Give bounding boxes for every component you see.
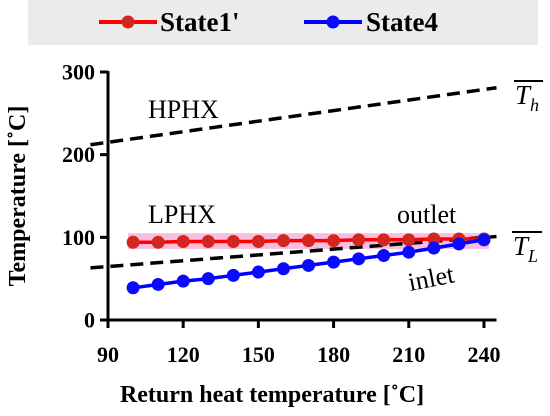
end-label-tl-sub: L (527, 246, 538, 266)
x-tick-label: 150 (242, 342, 275, 367)
state1-point (327, 234, 341, 248)
end-label-tl-base: T (513, 231, 530, 261)
reference-line-hphx (90, 85, 497, 147)
state1-point (402, 233, 416, 247)
state1-point (151, 235, 165, 249)
state4-point (251, 265, 265, 279)
state1-point (251, 234, 265, 248)
hphx-label: HPHX (148, 95, 219, 124)
outlet-annotation: outlet (397, 200, 457, 229)
state1-point (176, 234, 190, 248)
x-tick-label: 90 (97, 342, 119, 367)
state1-point (226, 234, 240, 248)
x-tick-label: 120 (167, 342, 200, 367)
end-label-th: Th (514, 80, 543, 115)
end-label-th-sub: h (530, 95, 539, 115)
x-axis-title: Return heat temperature [˚C] (120, 382, 424, 408)
state4-point (151, 277, 165, 291)
series-state4 (126, 233, 491, 295)
end-label-tl: TL (512, 231, 542, 266)
y-tick-label: 200 (62, 142, 95, 167)
state4-point (377, 249, 391, 263)
reference-lines (90, 85, 497, 270)
state4-point (226, 268, 240, 282)
legend-marker-state1 (121, 15, 135, 29)
end-label-tl-text: TL (513, 231, 538, 266)
inlet-annotation: inlet (406, 259, 458, 296)
state1-point (126, 235, 140, 249)
x-tick-label: 180 (317, 342, 350, 367)
end-label-th-text: Th (515, 80, 539, 115)
y-tick-label: 300 (62, 60, 95, 85)
state1-point (276, 234, 290, 248)
legend-label-state1: State1' (160, 7, 239, 37)
state1-point (302, 234, 316, 248)
state4-point (302, 258, 316, 272)
legend-item-state1: State1' (99, 7, 239, 37)
state1-point (377, 233, 391, 247)
state4-point (176, 274, 190, 288)
legend-marker-state4 (326, 15, 340, 29)
x-tick-label: 240 (467, 342, 500, 367)
state4-point (402, 245, 416, 259)
state1-point (427, 232, 441, 246)
legend: State1' State4 (28, 0, 538, 45)
axes: 0 100 200 300 90 120 150 180 210 240 (62, 60, 500, 368)
state1-point (352, 233, 366, 247)
state4-point (427, 241, 441, 255)
state4-point (327, 255, 341, 269)
state4-point (276, 262, 290, 276)
state4-point (352, 252, 366, 266)
end-label-th-base: T (515, 80, 532, 110)
series-layer (126, 232, 491, 295)
y-tick-label: 0 (84, 308, 95, 333)
reference-line-lphx (90, 234, 497, 270)
state4-point (477, 233, 491, 247)
state4-point (452, 237, 466, 251)
state1-point (201, 234, 215, 248)
y-axis-title: Temperature [˚C] (5, 106, 31, 287)
state4-point (126, 281, 140, 295)
lphx-label: LPHX (148, 200, 216, 229)
legend-item-state4: State4 (304, 7, 438, 37)
state4-point (201, 272, 215, 286)
legend-label-state4: State4 (366, 7, 438, 37)
series-state1 (126, 232, 491, 249)
x-tick-label: 210 (392, 342, 425, 367)
y-tick-label: 100 (62, 225, 95, 250)
